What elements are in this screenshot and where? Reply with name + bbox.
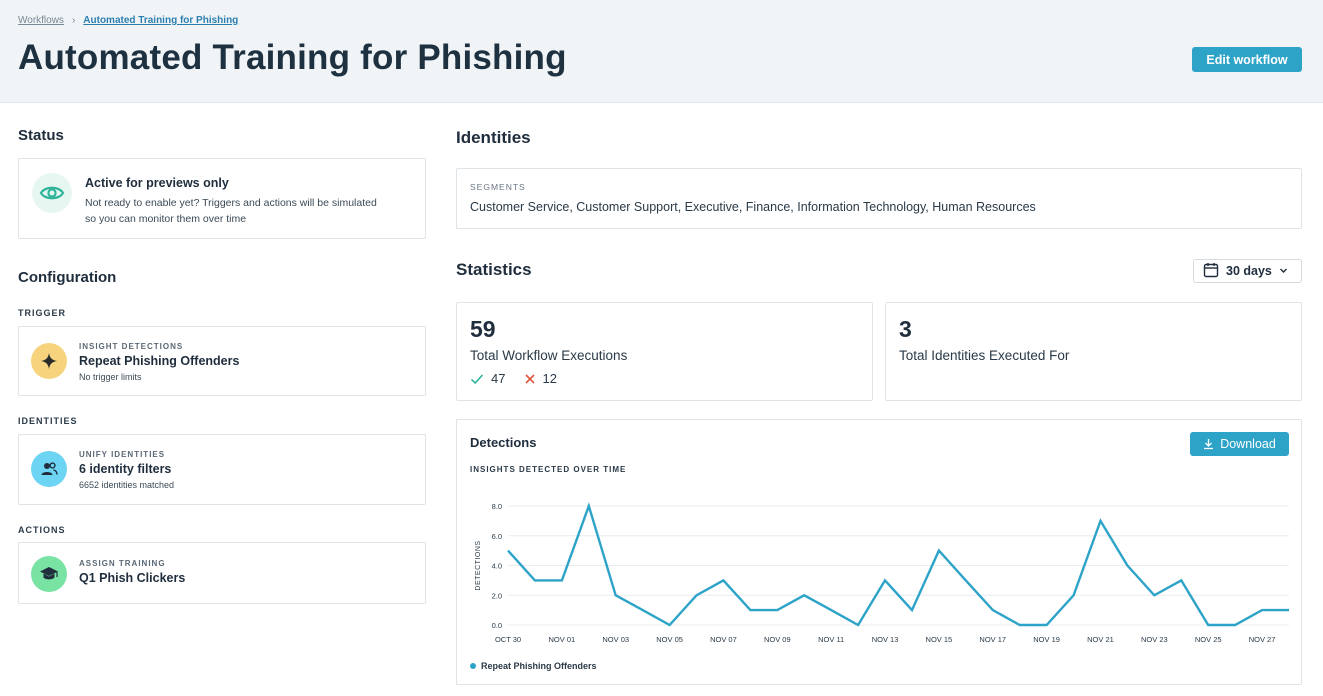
x-tick-label: NOV 13 xyxy=(872,635,899,644)
actions-name: Q1 Phish Clickers xyxy=(79,571,186,585)
chevron-down-icon xyxy=(1279,264,1288,278)
executions-count: 59 xyxy=(470,316,496,342)
eye-icon xyxy=(32,173,72,213)
x-tick-label: NOV 03 xyxy=(602,635,629,644)
y-tick-label: 4.0 xyxy=(492,562,502,571)
actions-kicker: ASSIGN TRAINING xyxy=(79,559,166,568)
identities-name: 6 identity filters xyxy=(79,462,172,476)
chart-legend: Repeat Phishing Offenders xyxy=(470,661,597,671)
graduation-cap-icon xyxy=(31,556,67,592)
status-title: Active for previews only xyxy=(85,176,229,190)
segments-label: SEGMENTS xyxy=(470,182,526,192)
status-heading: Status xyxy=(18,127,64,144)
identities-heading: Identities xyxy=(456,128,531,147)
x-tick-label: NOV 09 xyxy=(764,635,791,644)
date-range-select[interactable]: 30 days xyxy=(1193,259,1302,283)
trigger-card[interactable]: INSIGHT DETECTIONS Repeat Phishing Offen… xyxy=(18,326,426,396)
failed-count: 12 xyxy=(542,371,557,386)
identities-stat-card: 3 Total Identities Executed For xyxy=(885,302,1302,401)
breadcrumb-separator: › xyxy=(71,15,76,26)
page-header: Workflows › Automated Training for Phish… xyxy=(0,0,1323,103)
y-tick-label: 2.0 xyxy=(492,591,502,600)
calendar-icon xyxy=(1203,262,1219,281)
identities-count: 3 xyxy=(899,316,912,342)
trigger-kicker: INSIGHT DETECTIONS xyxy=(79,342,184,351)
segments-card: SEGMENTS Customer Service, Customer Supp… xyxy=(456,168,1302,229)
download-icon xyxy=(1203,438,1214,450)
breadcrumb-current[interactable]: Automated Training for Phishing xyxy=(83,15,239,26)
download-button[interactable]: Download xyxy=(1190,432,1289,456)
trigger-name: Repeat Phishing Offenders xyxy=(79,354,240,368)
detections-line-chart: 0.0 2.0 4.0 6.0 8.0 OCT 30 NOV 01 NOV 03 NOV 05 N… xyxy=(475,502,1289,644)
trigger-note: No trigger limits xyxy=(79,372,142,382)
x-icon xyxy=(524,373,536,385)
identities-note: 6652 identities matched xyxy=(79,480,175,490)
executions-stat-card: 59 Total Workflow Executions 47 12 xyxy=(456,302,873,401)
date-range-value: 30 days xyxy=(1226,264,1272,278)
x-tick-label: NOV 11 xyxy=(818,635,844,644)
y-tick-label: 0.0 xyxy=(492,621,502,630)
success-count: 47 xyxy=(491,371,506,386)
x-tick-label: NOV 05 xyxy=(656,635,683,644)
executions-breakdown: 47 12 xyxy=(470,371,557,386)
y-tick-label: 8.0 xyxy=(492,502,502,511)
download-label: Download xyxy=(1220,437,1276,451)
detections-card: Detections INSIGHTS DETECTED OVER TIME D… xyxy=(456,419,1302,685)
y-axis-label: DETECTIONS xyxy=(475,540,482,590)
users-icon xyxy=(31,451,67,487)
legend-label: Repeat Phishing Offenders xyxy=(481,661,597,671)
segments-value: Customer Service, Customer Support, Exec… xyxy=(470,200,1036,214)
edit-workflow-button[interactable]: Edit workflow xyxy=(1192,47,1302,72)
x-tick-label: OCT 30 xyxy=(495,635,521,644)
executions-label: Total Workflow Executions xyxy=(470,348,628,363)
identities-section-label: IDENTITIES xyxy=(18,416,78,426)
y-tick-label: 6.0 xyxy=(492,532,502,541)
identities-card[interactable]: UNIFY IDENTITIES 6 identity filters 6652… xyxy=(18,434,426,505)
x-tick-label: NOV 17 xyxy=(979,635,1006,644)
x-tick-label: NOV 15 xyxy=(926,635,953,644)
identities-kicker: UNIFY IDENTITIES xyxy=(79,450,166,459)
statistics-heading: Statistics xyxy=(456,260,532,279)
detections-title: Detections xyxy=(470,435,537,450)
status-description: Not ready to enable yet? Triggers and ac… xyxy=(85,197,377,225)
x-tick-label: NOV 21 xyxy=(1087,635,1114,644)
check-icon xyxy=(470,373,484,385)
sparkle-icon xyxy=(31,343,67,379)
x-tick-label: NOV 25 xyxy=(1195,635,1222,644)
configuration-heading: Configuration xyxy=(18,269,117,286)
legend-dot xyxy=(470,663,476,669)
detections-subtitle: INSIGHTS DETECTED OVER TIME xyxy=(470,465,627,474)
x-tick-label: NOV 19 xyxy=(1033,635,1060,644)
x-tick-label: NOV 27 xyxy=(1249,635,1276,644)
page-title: Automated Training for Phishing xyxy=(18,38,567,77)
breadcrumb-workflows-link[interactable]: Workflows xyxy=(18,15,64,26)
identities-stat-label: Total Identities Executed For xyxy=(899,348,1070,363)
trigger-section-label: TRIGGER xyxy=(18,308,67,318)
series-line-repeat-phishing-offenders xyxy=(507,502,1289,627)
actions-card[interactable]: ASSIGN TRAINING Q1 Phish Clickers xyxy=(18,542,426,604)
x-tick-label: NOV 23 xyxy=(1141,635,1168,644)
x-tick-label: NOV 01 xyxy=(549,635,576,644)
status-card: Active for previews only Not ready to en… xyxy=(18,158,426,239)
x-tick-label: NOV 07 xyxy=(710,635,737,644)
actions-section-label: ACTIONS xyxy=(18,525,66,535)
breadcrumb: Workflows › Automated Training for Phish… xyxy=(18,15,238,26)
